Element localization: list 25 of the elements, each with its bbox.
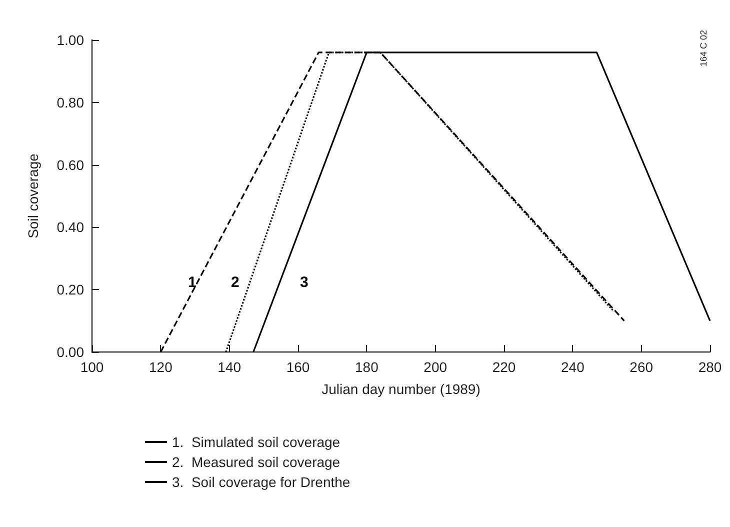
legend-label: 2. Measured soil coverage xyxy=(172,454,340,470)
y-tick-label: 0.60 xyxy=(56,156,84,173)
annotation: 164 C 02 xyxy=(698,30,708,67)
y-axis-title: Soil coverage xyxy=(25,153,41,238)
x-tick-label: 120 xyxy=(148,359,173,375)
x-tick-label: 160 xyxy=(286,359,310,375)
annotation: 1 xyxy=(188,274,196,291)
y-tick-label: 0.20 xyxy=(56,282,84,298)
x-tick-label: 260 xyxy=(630,359,654,375)
x-axis-title: Julian day number (1989) xyxy=(322,381,480,397)
x-tick-label: 240 xyxy=(560,359,585,375)
x-tick-label: 220 xyxy=(492,359,516,375)
x-tick-label: 280 xyxy=(698,359,722,375)
x-tick-label: 100 xyxy=(80,359,104,375)
legend-label: 3. Soil coverage for Drenthe xyxy=(172,474,350,490)
y-tick-label: 0.00 xyxy=(56,344,84,360)
legend-label: 1. Simulated soil coverage xyxy=(172,434,340,450)
annotation: 2 xyxy=(231,274,240,291)
x-tick-label: 200 xyxy=(424,359,448,375)
y-tick-label: 0.80 xyxy=(56,94,84,110)
x-tick-label: 180 xyxy=(354,359,379,375)
annotation: 3 xyxy=(300,274,308,291)
y-tick-label: 0.40 xyxy=(56,219,84,236)
x-tick-label: 140 xyxy=(218,359,242,375)
y-tick-label: 1.00 xyxy=(56,32,84,48)
